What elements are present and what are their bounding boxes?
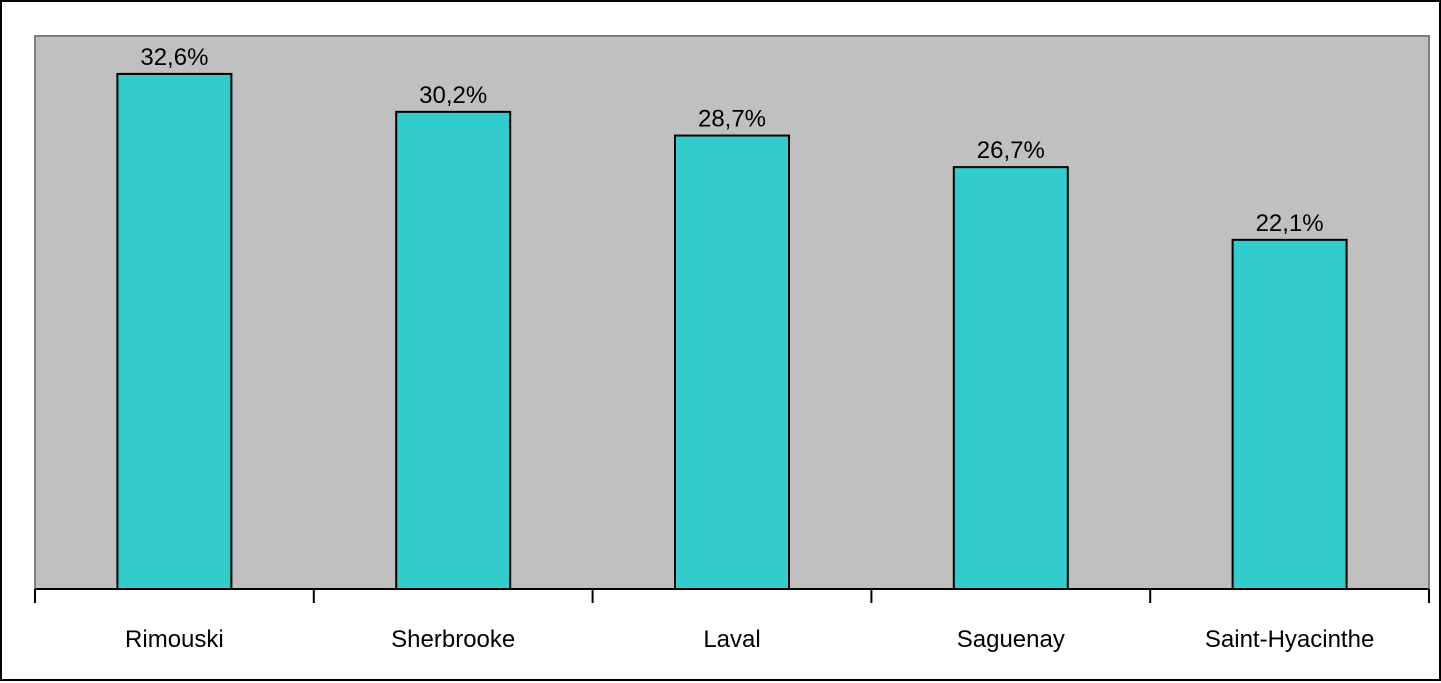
x-tick-label: Saint-Hyacinthe: [1205, 626, 1374, 653]
x-tick-label: Laval: [703, 626, 760, 653]
data-label: 26,7%: [977, 137, 1045, 164]
data-label: 22,1%: [1256, 210, 1324, 237]
x-tick-label: Rimouski: [125, 626, 224, 653]
bar-sherbrooke: [395, 110, 512, 590]
bar-laval: [674, 134, 790, 590]
bar-saguenay: [952, 166, 1069, 590]
data-label: 28,7%: [698, 106, 766, 133]
x-axis: [34, 588, 1430, 603]
data-label: 30,2%: [419, 82, 487, 109]
x-tick-label: Sherbrooke: [391, 626, 515, 653]
data-label: 32,6%: [140, 44, 208, 71]
bar-rimouski: [116, 72, 233, 591]
bar-saint-hyacinthe: [1231, 238, 1348, 590]
x-tick-label: Saguenay: [957, 626, 1065, 653]
bars-layer: [116, 72, 1348, 591]
labels-layer: 32,6% Rimouski 30,2% Sherbrooke 28,7% Laval 26…: [125, 44, 1374, 653]
